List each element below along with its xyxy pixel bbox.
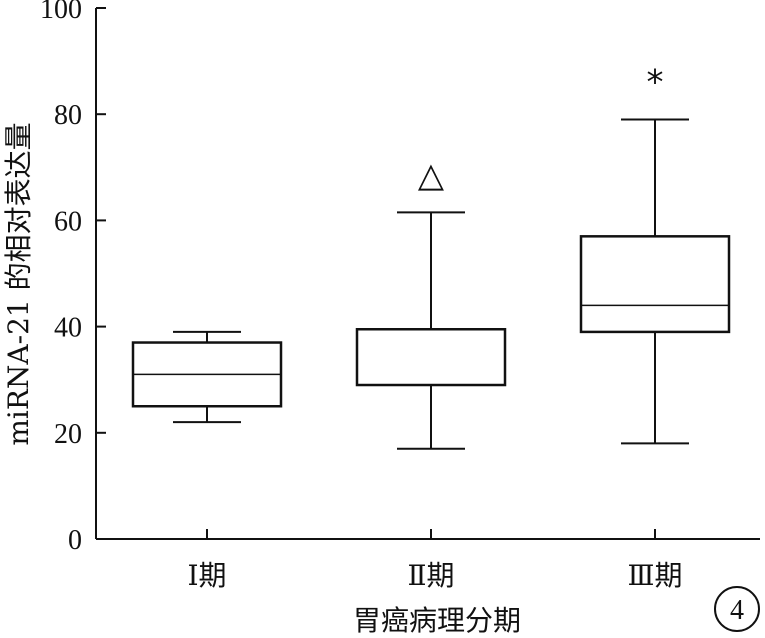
y-tick-label: 60 — [54, 206, 82, 237]
labels-layer: 胃癌病理分期 miRNA-21 的相对表达量 — [2, 122, 521, 637]
y-tick-label: 100 — [40, 0, 82, 25]
y-axis-title: miRNA-21 的相对表达量 — [2, 122, 35, 445]
axes-layer: 0 20 40 60 80 100 Ⅰ期 Ⅱ期 Ⅲ期 — [40, 0, 760, 592]
box-group: * — [579, 63, 731, 445]
y-tick-label: 20 — [54, 419, 82, 450]
box-group: △ — [355, 155, 507, 450]
figure-number-badge: 4 — [714, 586, 760, 632]
y-tick-label: 40 — [54, 313, 82, 344]
iqr-box — [579, 235, 731, 334]
significance-marker: * — [647, 63, 664, 103]
x-category-label: Ⅰ期 — [187, 559, 226, 592]
x-category-label: Ⅲ期 — [627, 559, 682, 592]
y-tick-label: 80 — [54, 100, 82, 131]
figure-number-text: 4 — [730, 595, 744, 626]
x-category-label: Ⅱ期 — [407, 559, 454, 592]
iqr-box — [355, 328, 507, 387]
significance-marker: △ — [418, 155, 445, 195]
figure-number-circle — [714, 586, 760, 632]
x-axis-title: 胃癌病理分期 — [353, 604, 521, 637]
y-tick-label: 0 — [68, 525, 82, 556]
box-group — [131, 330, 283, 424]
boxes-layer: △* — [131, 63, 731, 450]
